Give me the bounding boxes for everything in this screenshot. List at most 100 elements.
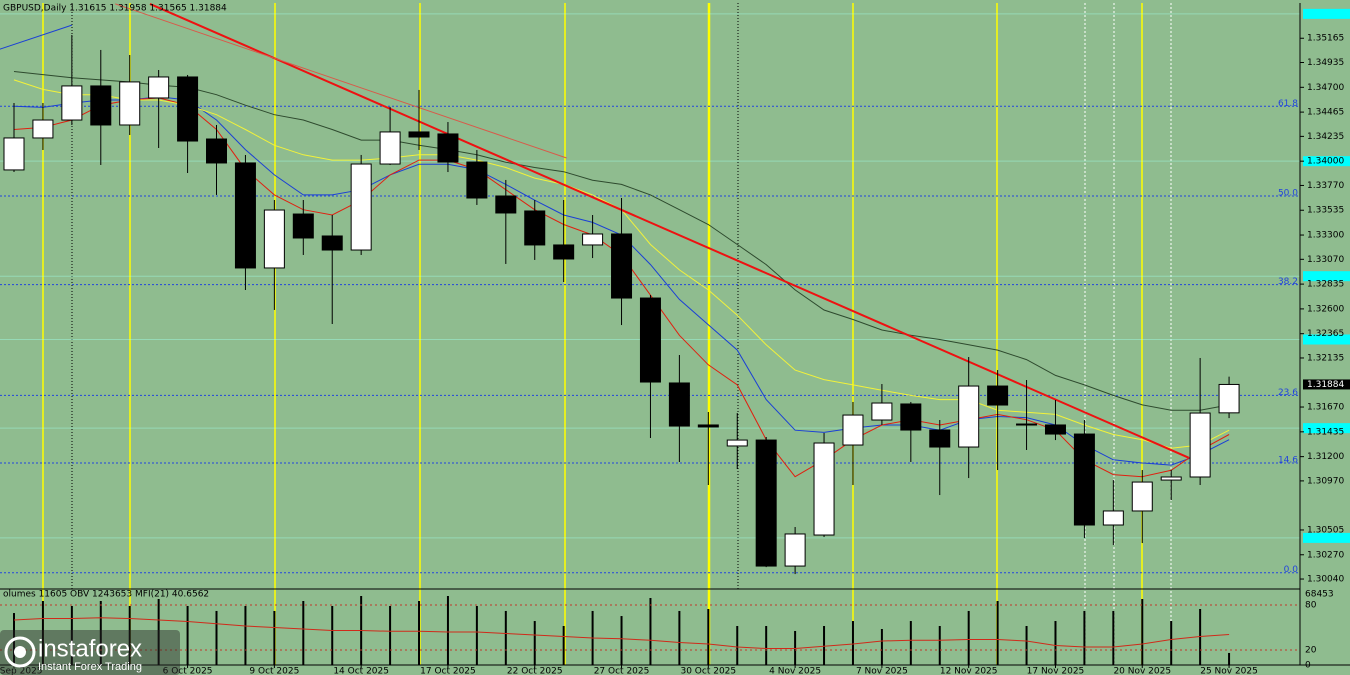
level-marker [1303, 156, 1350, 167]
logo-text: instaforex [38, 635, 142, 662]
candle-body [1218, 383, 1240, 414]
x-tick-label: 26 Sep 2025 [0, 667, 43, 675]
candle-body [3, 137, 25, 171]
candle-body [524, 210, 546, 246]
y-tick-label: 1.34935 [1307, 58, 1344, 68]
x-tick-label: 17 Nov 2025 [1027, 667, 1085, 675]
level-marker [1303, 8, 1350, 19]
y-tick-label: 1.31200 [1307, 452, 1344, 462]
candle-body [148, 76, 170, 99]
candle-body [726, 439, 748, 447]
x-tick-label: 6 Oct 2025 [163, 667, 213, 675]
y-tick-label: 1.35165 [1307, 34, 1344, 44]
level-marker [1303, 532, 1350, 543]
trend-line [115, 3, 567, 159]
candle-body [1160, 476, 1182, 481]
level-marker [1303, 423, 1350, 434]
y-tick-label: 1.30040 [1307, 575, 1344, 585]
candle-body [321, 235, 343, 251]
y-tick-label: 1.32135 [1307, 353, 1344, 363]
candle-body [755, 439, 777, 567]
mfi-tick-label: 20 [1305, 646, 1317, 656]
candle-body [1044, 424, 1066, 435]
candle-body [553, 244, 575, 260]
y-tick-label: 1.33770 [1307, 181, 1344, 191]
mfi-line [13, 617, 1230, 649]
moving-average [13, 71, 1230, 411]
x-tick-label: 22 Oct 2025 [507, 667, 563, 675]
fib-label: 50.0 [1278, 188, 1298, 198]
candle-body [582, 233, 604, 246]
y-tick-label: 1.32835 [1307, 280, 1344, 290]
y-tick-label: 1.33300 [1307, 231, 1344, 241]
candle-body [234, 162, 256, 269]
candle-body [668, 382, 690, 427]
candle-body [466, 161, 488, 199]
level-marker [1303, 334, 1350, 345]
candle-body [1189, 412, 1211, 478]
trend-line [0, 24, 73, 50]
mfi-tick-label: 80 [1305, 601, 1317, 611]
x-tick-label: 12 Nov 2025 [940, 667, 998, 675]
x-tick-label: 27 Oct 2025 [594, 667, 650, 675]
candle-body [697, 424, 719, 428]
candle-body [842, 414, 864, 446]
candle-body [784, 533, 806, 567]
chart-header: GBPUSD,Daily 1.31615 1.31958 1.31565 1.3… [3, 4, 227, 14]
x-tick-label: 14 Oct 2025 [333, 667, 389, 675]
fib-label: 0.0 [1284, 565, 1299, 575]
candle-body [495, 195, 517, 214]
y-tick-label: 1.31670 [1307, 403, 1344, 413]
watermark-backdrop [0, 630, 180, 675]
y-tick-label: 1.30970 [1307, 476, 1344, 486]
candle-body [90, 85, 112, 126]
candle-body [929, 429, 951, 448]
x-tick-label: 7 Nov 2025 [856, 667, 908, 675]
y-tick-label: 1.32365 [1307, 329, 1344, 339]
logo-slogan: Instant Forex Trading [38, 661, 142, 673]
candle-body [292, 213, 314, 239]
candle-body [958, 385, 980, 448]
candle-body [871, 402, 893, 421]
x-tick-label: 30 Oct 2025 [680, 667, 736, 675]
y-tick-label: 1.30270 [1307, 550, 1344, 560]
y-tick-label: 1.33070 [1307, 255, 1344, 265]
x-tick-label: 17 Oct 2025 [420, 667, 476, 675]
candle-body [350, 163, 372, 251]
fib-label: 61.8 [1278, 99, 1298, 109]
candle-body [987, 385, 1009, 406]
logo-icon [4, 636, 36, 668]
trend-line [149, 2, 1190, 459]
logo-icon-core [14, 646, 26, 658]
current-price-label: 1.31884 [1307, 380, 1344, 390]
indicator-header: olumes 11605 OBV 1243653 MFI(21) 40.6562 [3, 590, 209, 600]
x-tick-label: 20 Nov 2025 [1113, 667, 1171, 675]
current-price-box [1303, 379, 1350, 390]
candle-body [177, 76, 199, 142]
x-tick-label: 4 Nov 2025 [769, 667, 821, 675]
candle-body [900, 403, 922, 431]
candle-body [379, 131, 401, 165]
fib-label: 14.6 [1278, 455, 1298, 465]
y-tick-label: 1.34235 [1307, 132, 1344, 142]
watermark: instaforex Instant Forex Trading [0, 630, 180, 675]
fib-label: 23.6 [1278, 388, 1298, 398]
candle-body [1016, 423, 1038, 426]
fib-label: 38.2 [1278, 277, 1298, 287]
y-tick-label: 1.30505 [1307, 525, 1344, 535]
y-tick-label: 1.34465 [1307, 108, 1344, 118]
candle-body [1073, 433, 1095, 526]
candle-body [437, 133, 459, 163]
y-tick-label: 1.34000 [1307, 157, 1344, 167]
y-tick-label: 1.31435 [1307, 427, 1344, 437]
candle-body [1131, 481, 1153, 512]
x-tick-label: 9 Oct 2025 [249, 667, 299, 675]
candle-body [61, 85, 83, 121]
y-tick-label: 1.33535 [1307, 206, 1344, 216]
candle-body [263, 209, 285, 269]
volume-tick-label: 68453 [1305, 590, 1334, 600]
candle-body [639, 297, 661, 383]
level-marker [1303, 271, 1350, 282]
